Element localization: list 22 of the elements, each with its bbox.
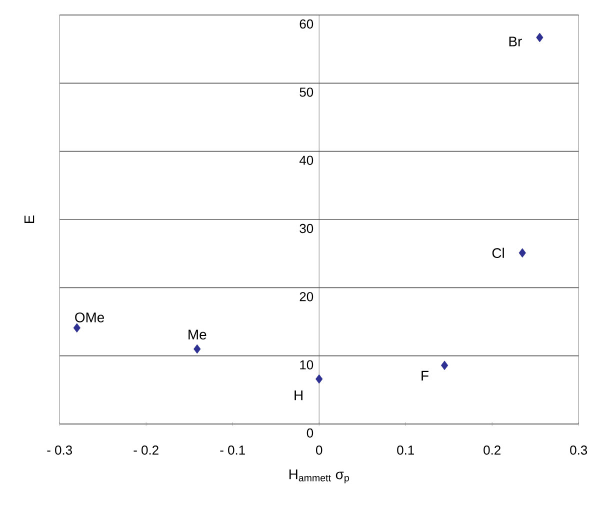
- annotation: Br: [509, 36, 522, 46]
- x-axis-title: H$_{ammett}$ σ$_{p}$: [289, 470, 349, 484]
- x-tick-label: - 0.2: [134, 446, 158, 455]
- annotation: Cl: [492, 248, 504, 258]
- y-tick-label: 20: [300, 292, 314, 302]
- annotation: Me: [188, 330, 206, 340]
- annotation: OMe: [75, 312, 104, 322]
- y-axis-title: E: [24, 215, 34, 224]
- y-tick-label: 0: [306, 428, 314, 438]
- y-tick-label: 10: [300, 360, 314, 370]
- annotation: H: [294, 390, 302, 400]
- x-tick-label: 0.2: [484, 446, 500, 455]
- x-tick-label: 0.1: [397, 446, 414, 455]
- x-tick-label: 0: [316, 446, 322, 455]
- y-tick-label: 30: [300, 224, 314, 234]
- x-tick-label: 0.3: [570, 446, 588, 455]
- y-tick-label: 50: [300, 88, 314, 97]
- y-tick-label: 60: [300, 19, 314, 29]
- y-tick-label: 40: [299, 156, 314, 165]
- annotation: F: [422, 370, 428, 380]
- x-tick-label: - 0.3: [47, 446, 72, 455]
- x-tick-label: - 0.1: [220, 446, 245, 455]
